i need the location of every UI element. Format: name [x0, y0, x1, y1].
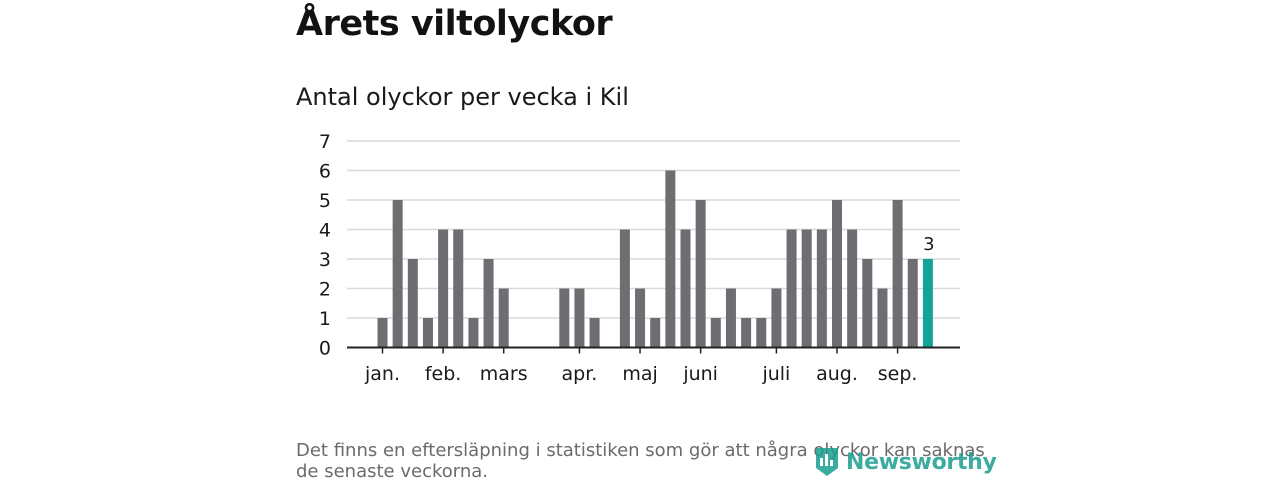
bar [695, 200, 706, 348]
bar [635, 288, 646, 348]
brand-name: Newsworthy [846, 449, 997, 475]
bar [665, 170, 676, 348]
bar [680, 229, 691, 348]
x-tick-label: maj [622, 363, 657, 385]
y-tick-label: 5 [319, 190, 331, 212]
bar [892, 200, 903, 348]
bar [801, 229, 812, 348]
bar [589, 318, 600, 348]
bar [392, 200, 403, 348]
y-tick-label: 3 [319, 249, 331, 271]
bar [483, 259, 494, 348]
bar [650, 318, 661, 348]
x-tick-label: juni [682, 363, 718, 385]
newsworthy-logo-icon [816, 448, 838, 476]
bar [741, 318, 752, 348]
bar [832, 200, 842, 348]
bar-data-label: 3 [923, 234, 934, 255]
x-tick-label: jan. [364, 363, 400, 385]
y-tick-label: 1 [319, 308, 331, 330]
bar [877, 288, 888, 348]
y-tick-label: 6 [319, 161, 331, 183]
x-tick-label: sep. [878, 363, 918, 385]
bar [816, 229, 827, 348]
y-tick-label: 7 [319, 131, 331, 153]
bar [422, 318, 433, 348]
bar [438, 229, 449, 348]
x-tick-label: apr. [562, 363, 598, 385]
bar [756, 318, 767, 348]
x-tick-label: mars [480, 363, 528, 385]
bar [862, 259, 873, 348]
bar [559, 288, 570, 348]
bar [847, 229, 858, 348]
y-tick-label: 2 [319, 279, 331, 301]
bar [574, 288, 585, 348]
x-tick-label: feb. [425, 363, 461, 385]
bar-chart: 0 1 2 3 4 5 6 7 3 jan. feb. mars apr. maj juni juli aug.… [319, 131, 960, 385]
bar [453, 229, 464, 348]
bar [786, 229, 797, 348]
y-tick-label: 4 [319, 220, 331, 242]
bar [468, 318, 479, 348]
bar [710, 318, 721, 348]
bar [407, 259, 418, 348]
brand-logo[interactable]: Newsworthy [814, 444, 997, 480]
x-tick-label: juli [761, 363, 790, 385]
bar [907, 259, 918, 348]
footnote: Det finns en eftersläpning i statistiken… [296, 440, 985, 480]
bar [619, 229, 630, 348]
y-tick-label: 0 [319, 338, 331, 360]
bar [498, 288, 509, 348]
chart-subtitle: Antal olyckor per vecka i Kil [296, 83, 629, 111]
page-title: Årets viltolyckor [296, 4, 613, 44]
bar [771, 288, 782, 348]
bar [725, 288, 736, 348]
x-tick-label: aug. [816, 363, 858, 385]
bar [377, 318, 388, 348]
bar-highlight [922, 259, 933, 348]
